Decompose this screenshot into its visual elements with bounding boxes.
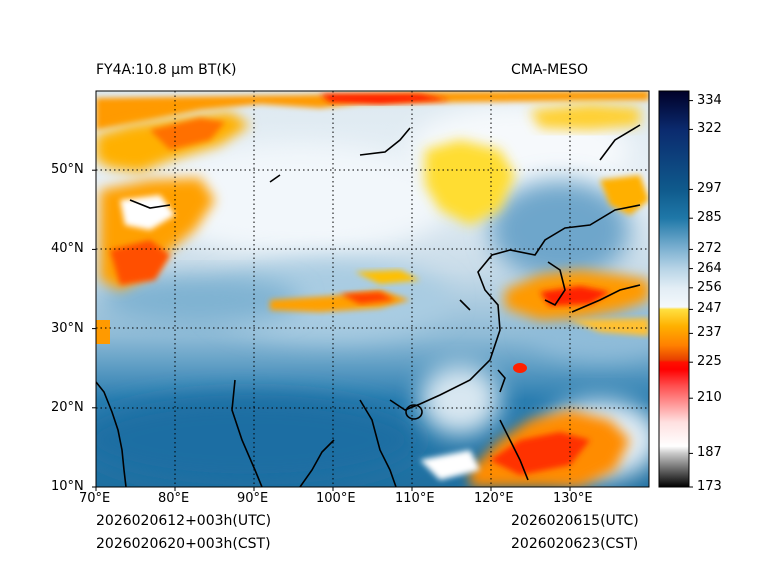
colorbar-tick-label: 210 [697,390,722,406]
lon-tick-label: 130°E [553,491,593,506]
colorbar-tick-label: 285 [697,210,722,226]
footer-right-utc: 2026020615(UTC) [511,513,639,529]
colorbar-tick-label: 322 [697,121,722,137]
colorbar-bar [658,90,690,488]
lat-tick-label: 10°N [51,479,84,494]
coastlines [96,124,641,487]
map-frame [95,90,650,488]
colorbar-tick-label: 264 [697,260,722,276]
colorbar-tick-label: 256 [697,279,722,295]
brightness-temperature-field [96,91,649,487]
colorbar-tick-label: 173 [697,479,722,494]
colorbar-tick-label: 187 [697,445,722,461]
lon-tick-label: 90°E [237,491,269,506]
title-right: CMA-MESO [511,62,589,78]
lon-tick-label: 110°E [395,491,435,506]
colorbar-tick-label: 225 [697,354,722,370]
footer-right-cst: 2026020623(CST) [511,536,639,552]
colorbar-tick-label: 334 [697,92,722,108]
footer-left-utc: 2026020612+003h(UTC) [96,513,272,529]
map-axis-ticks [92,169,571,491]
lon-tick-label: 80°E [158,491,190,506]
footer-left-cst: 2026020620+003h(CST) [96,536,271,552]
colorbar-tick-label: 247 [697,301,722,317]
title-left: FY4A:10.8 µm BT(K) [96,62,237,78]
lat-tick-label: 50°N [51,162,84,178]
colorbar-tick-label: 272 [697,241,722,257]
lat-tick-label: 30°N [51,320,84,336]
graticule [96,91,649,487]
lon-tick-label: 120°E [474,491,514,506]
colorbar-tick-label: 237 [697,325,722,341]
lat-tick-label: 40°N [51,241,84,257]
colorbar-ticks [689,100,693,488]
lat-tick-label: 20°N [51,399,84,415]
colorbar-tick-label: 297 [697,181,722,197]
lon-tick-label: 100°E [316,491,356,506]
lon-tick-label: 70°E [79,491,111,506]
